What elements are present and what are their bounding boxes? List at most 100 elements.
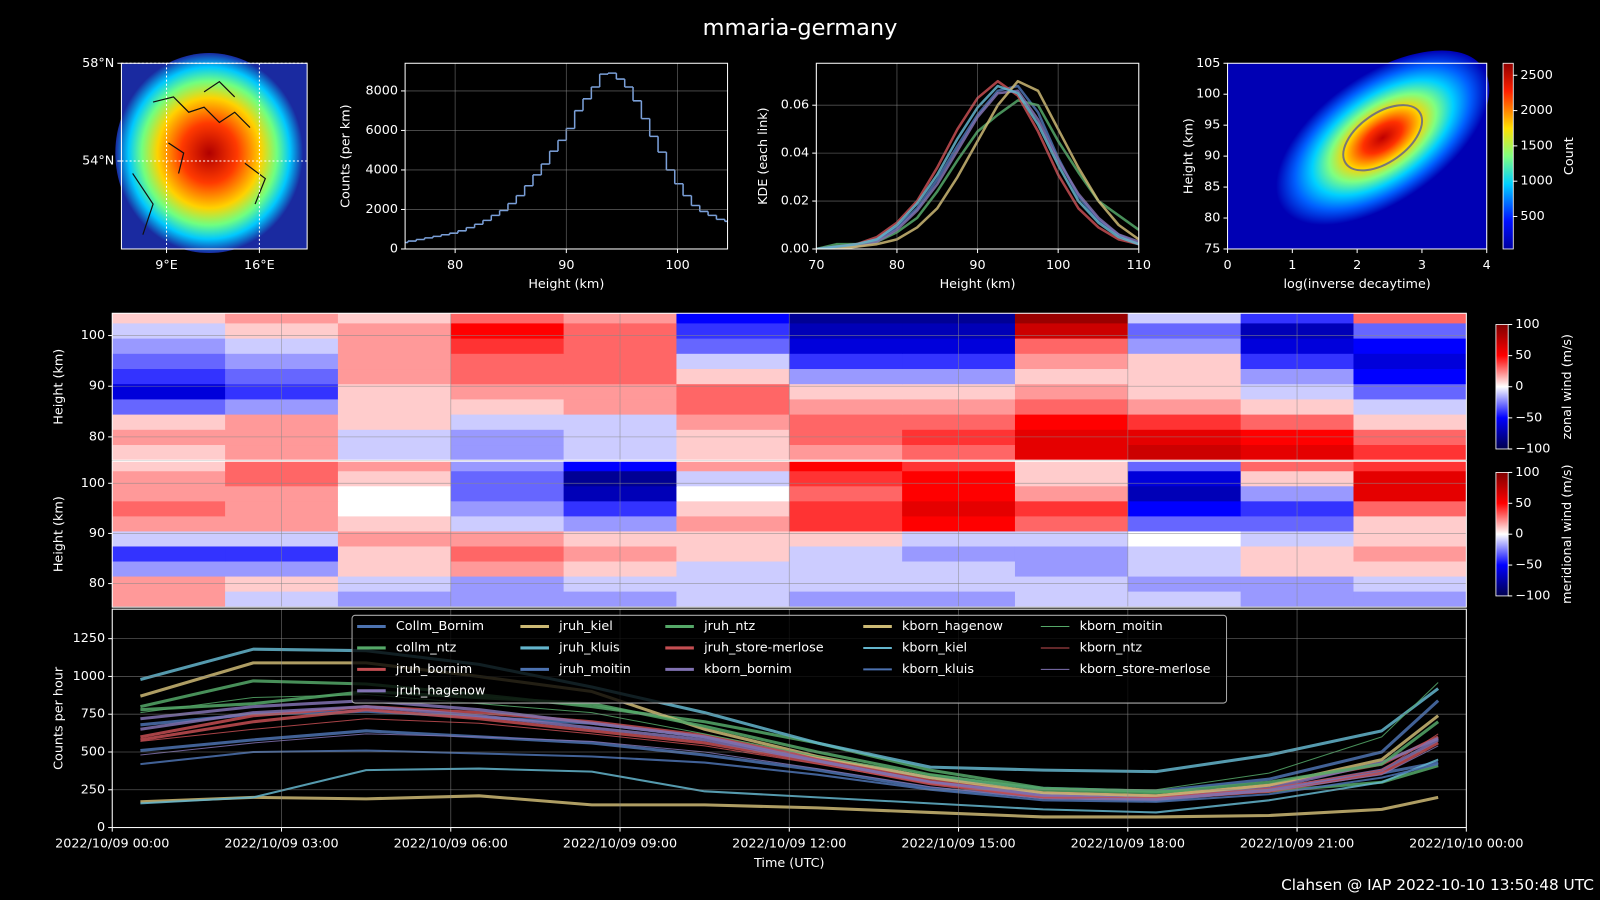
heat-cell [450,485,565,502]
heat-cell [1014,515,1129,532]
heat-cell [789,313,903,324]
heat-cell [1353,338,1467,354]
heat-cell [676,322,790,339]
colorbar-tick-label: 100 [1515,317,1539,332]
heat-cell [1353,561,1467,577]
figure-title: mmaria-germany [703,15,898,41]
series-line [140,758,1439,814]
series-line [140,718,1439,798]
y-axis-label: Height (km) [1181,118,1196,194]
panel: 2022/10/09 00:00 2022/10/09 03:00 2022/10/… [52,608,1523,871]
x-tick-label: 110 [1127,258,1151,273]
heat-cell [1127,414,1242,430]
axes-frame [404,62,729,250]
heat-cell [1353,398,1467,415]
y-tick-label: 85 [1204,180,1220,195]
legend-label: jruh_kluis [558,640,620,655]
axes-frame [1227,62,1488,250]
heat-cell [337,444,452,461]
colorbar-tick-label: 1000 [1520,174,1552,189]
heat-cell [676,561,790,577]
x-tick-label: 2022/10/09 03:00 [224,836,338,851]
x-tick-label: 80 [447,258,463,273]
heat-cell [1014,383,1129,400]
grid [111,461,1467,608]
heat-cell [789,545,903,562]
y-tick-label: 100 [81,328,105,343]
x-axis-label: log(inverse decaytime) [1283,277,1430,292]
heat-cell [112,591,226,607]
colorbar-tick-label: 500 [1520,209,1544,224]
x-tick-label: 2022/10/10 00:00 [1409,836,1523,851]
heat-cell [676,414,790,430]
y-tick-label: 80 [89,429,105,444]
heat-cell [1353,461,1467,472]
x-tick-label: 1 [1288,258,1296,273]
x-tick-label: 100 [1046,258,1070,273]
heat-cell [1353,500,1467,517]
x-tick-label: 2022/10/09 09:00 [563,836,677,851]
y-tick-label: 250 [81,782,105,797]
heat-cell [337,591,452,607]
x-axis-label: Height (km) [528,277,604,292]
x-tick-label: 4 [1483,258,1491,273]
panel: 9°E 16°E 58°N 54°N [82,56,308,273]
heat-cell [1014,485,1129,502]
y-tick-label: 0.06 [781,98,809,113]
heat-cell [789,368,903,385]
x-tick-label: 90 [969,258,985,273]
heat-cell [1127,561,1242,577]
heat-cell [1014,530,1129,547]
heat-cell [1014,470,1129,487]
heat-cell [112,461,226,472]
heat-cell [450,313,565,324]
heat-cell [450,368,565,385]
heat-cell [112,515,226,532]
legend-label: kborn_kiel [902,640,967,655]
heat-cell [1014,591,1129,607]
plot-area [112,461,1467,607]
y-tick-label: 0.00 [781,241,809,256]
heat-cell [337,414,452,430]
legend-label: jruh_moitin [558,662,631,677]
legend-label: kborn_kluis [902,662,974,677]
panel: 80 90 100 Height (km) −100 −50 0 50 100 zonal win… [52,312,1575,461]
heat-cell [789,515,903,532]
x-tick-label: 16°E [244,258,275,273]
heat-cell [112,500,226,517]
heat-cell [337,322,452,339]
heat-cell [1127,444,1242,461]
y-tick-label: 100 [81,476,105,491]
heat-cell [1127,313,1242,324]
heat-cell [1353,515,1467,532]
colorbar-tick-label: −50 [1515,558,1542,573]
colorbar-tick-label: 0 [1515,527,1523,542]
heat-cell [789,591,903,607]
heat-cell [1127,338,1242,354]
legend-label: kborn_ntz [1080,640,1143,655]
heat-cell [1353,368,1467,385]
heat-cell [676,500,790,517]
colorbar-tick-label: 100 [1515,465,1539,480]
panel: 70 80 90 100 110 0.00 0.02 0.04 0.06 Height (km) K… [756,62,1151,292]
heat-cell [676,353,790,370]
heat-cell [112,470,226,487]
heat-cell [1353,591,1467,607]
legend-label: jruh_kiel [558,619,613,634]
y-tick-label: 54°N [82,154,114,169]
heat-cell [112,444,226,461]
heat-cell [1014,313,1129,324]
heat-cell [337,313,452,324]
heat-cell [450,398,565,415]
colorbar-tick-label: 2000 [1520,103,1552,118]
heat-cell [450,461,565,472]
heat-cell [1014,353,1129,370]
heat-cell [789,383,903,400]
heat-cell [1353,485,1467,502]
y-tick-label: 90 [1204,149,1220,164]
heat-cell [450,353,565,370]
y-tick-label: 90 [89,526,105,541]
y-tick-label: 80 [89,576,105,591]
heat-cell [1127,383,1242,400]
colorbar-label: meridional wind (m/s) [1560,464,1575,603]
